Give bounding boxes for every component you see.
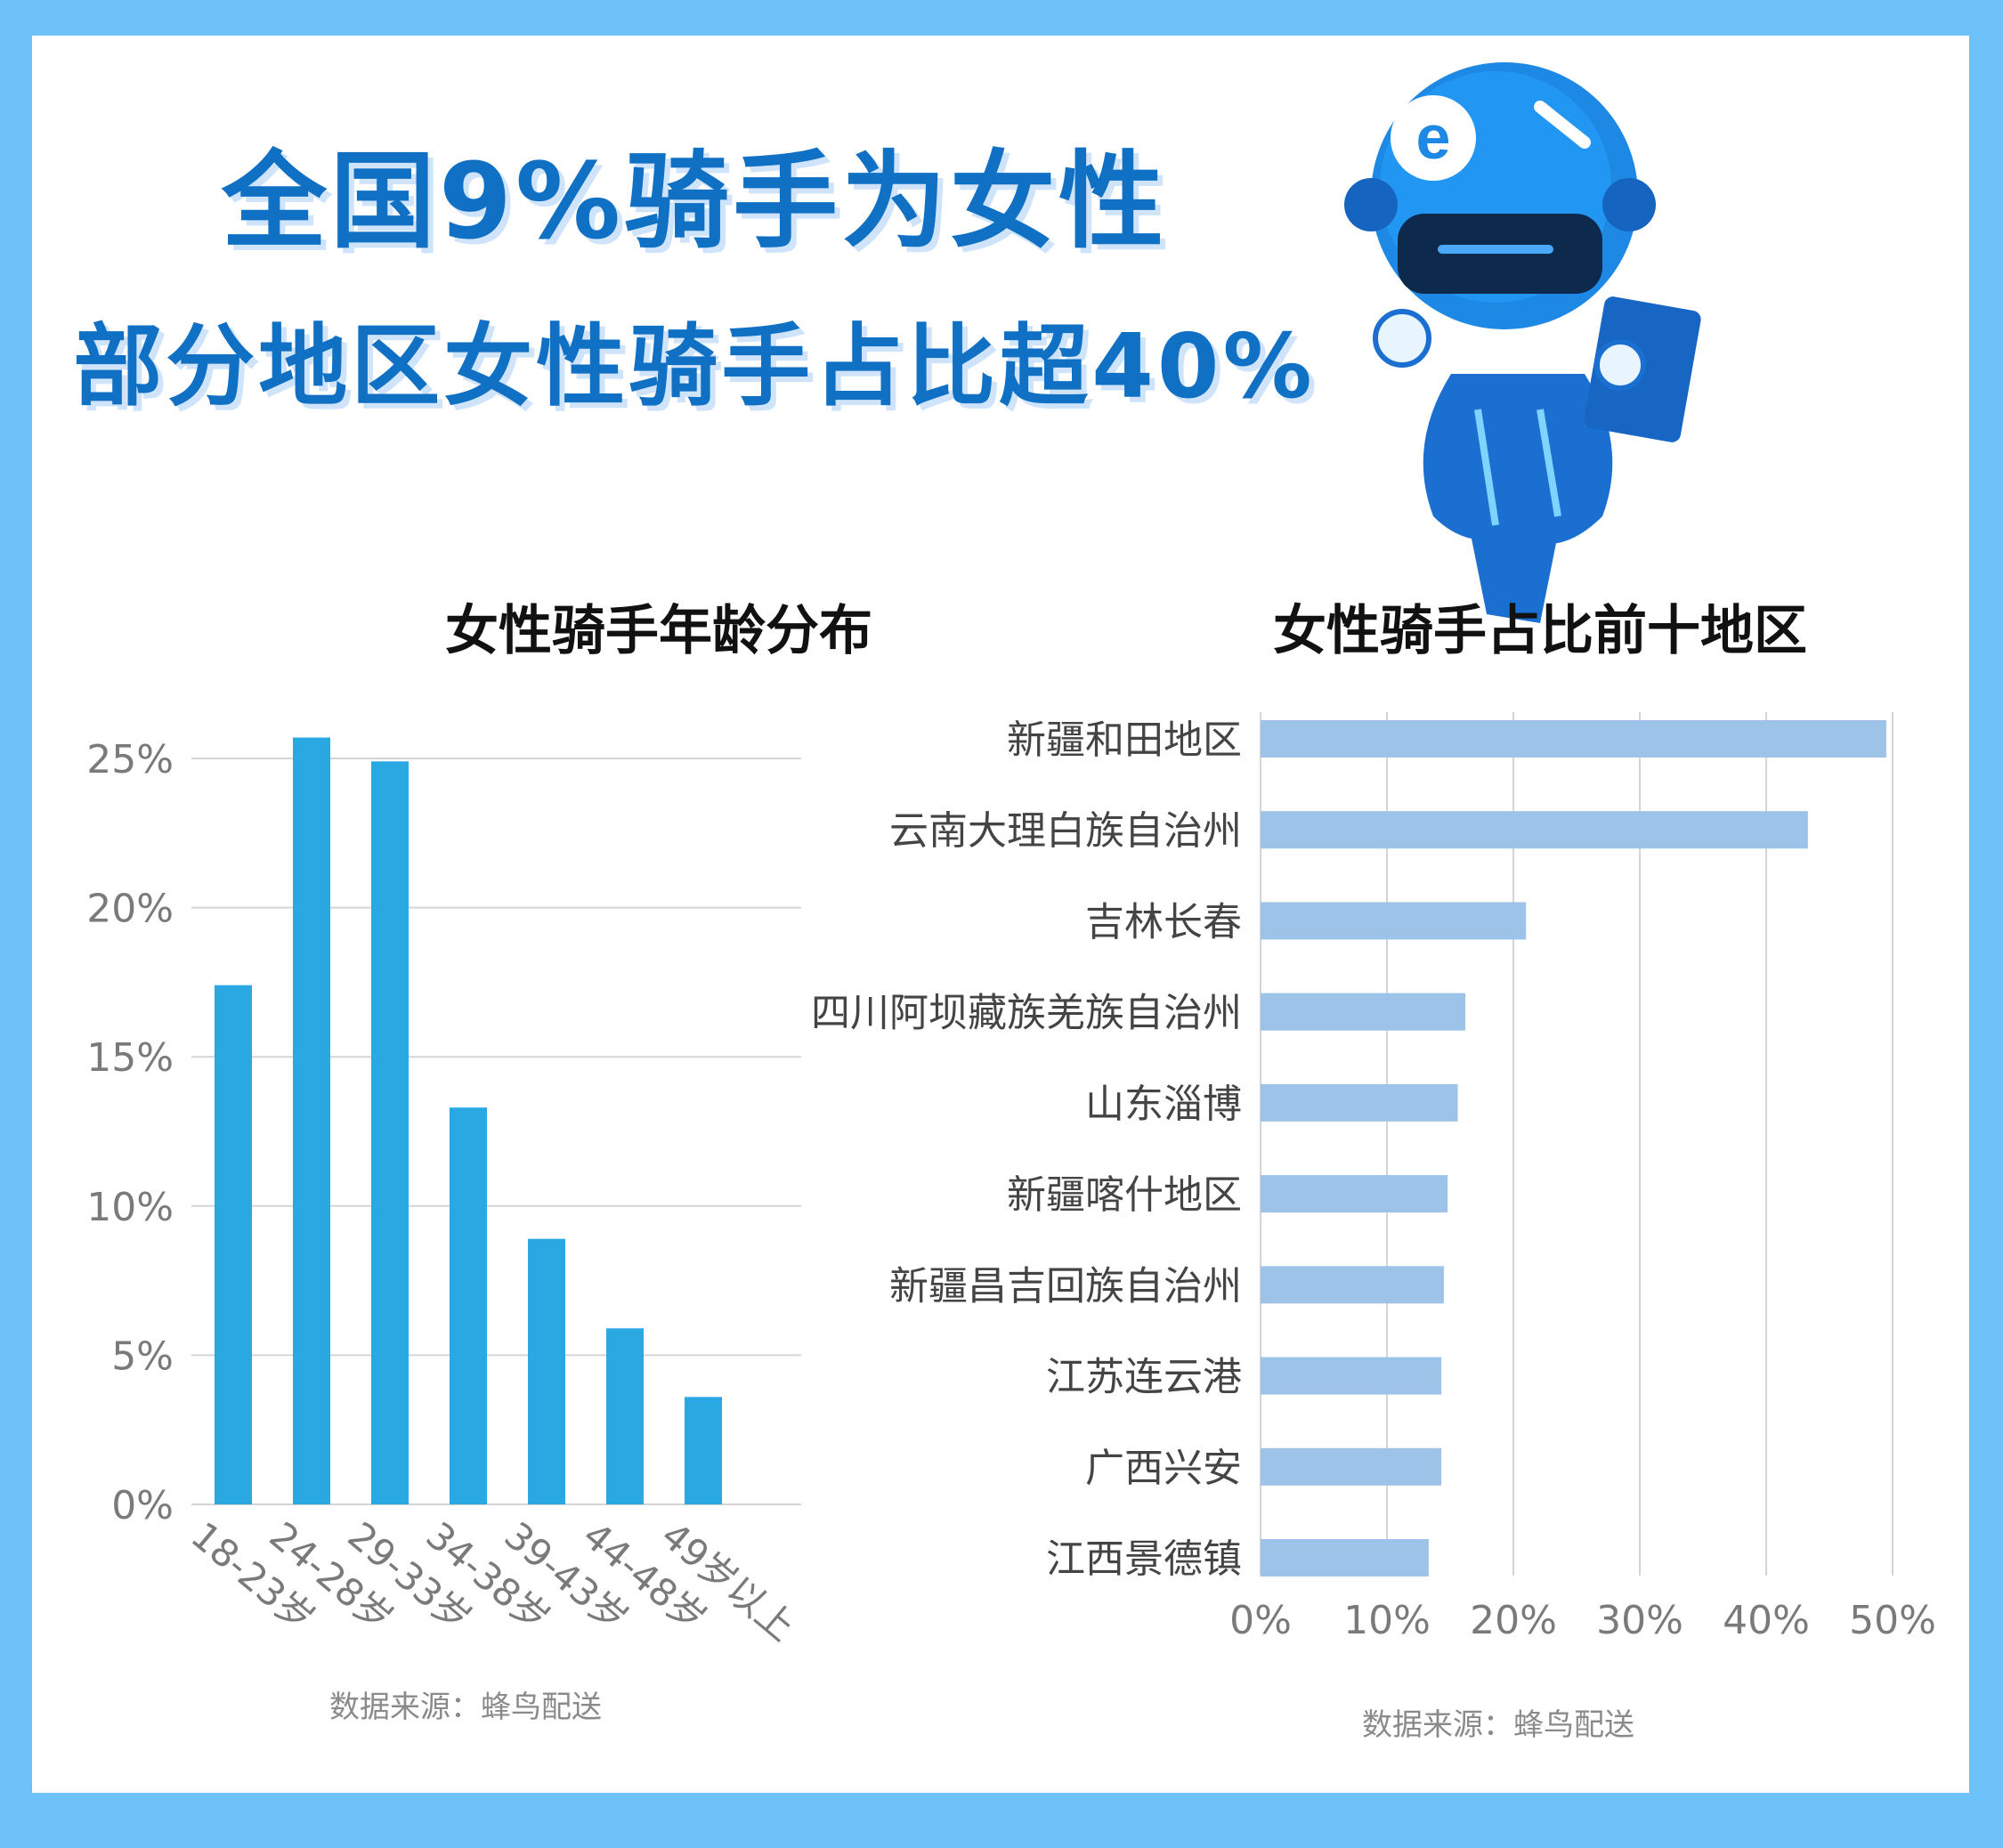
region-bar	[1261, 811, 1808, 849]
region-bar	[1261, 1447, 1442, 1486]
page-title: 全国9%骑手为女性	[221, 140, 1168, 263]
page-subtitle: 部分地区女性骑手占比超40%	[73, 314, 1316, 418]
y-tick-label: 0%	[111, 1483, 174, 1528]
region-bar	[1261, 720, 1886, 758]
x-tick-label: 40%	[1723, 1598, 1810, 1643]
age-bar	[371, 761, 409, 1504]
x-tick-label: 20%	[1470, 1598, 1557, 1643]
region-label: 山东淄博	[1085, 1082, 1242, 1127]
y-tick-label: 25%	[86, 737, 174, 782]
age-bar	[215, 985, 252, 1504]
region-bar	[1261, 1539, 1429, 1576]
age-chart-title: 女性骑手年龄分布	[445, 600, 872, 662]
region-bar	[1261, 1266, 1444, 1304]
age-bar	[528, 1238, 565, 1504]
region-label: 江苏连云港	[1046, 1355, 1242, 1400]
x-tick-label: 50%	[1849, 1598, 1936, 1643]
age-bar	[685, 1397, 722, 1504]
age-chart-source: 数据来源：蜂鸟配送	[329, 1690, 602, 1725]
region-bar	[1261, 902, 1527, 940]
region-label: 江西景德镇	[1046, 1536, 1242, 1582]
x-tick-label: 10%	[1343, 1598, 1431, 1643]
region-chart-source: 数据来源：蜂鸟配送	[1362, 1707, 1634, 1743]
region-label: 吉林长春	[1085, 899, 1242, 944]
region-bar	[1261, 993, 1466, 1031]
y-tick-label: 20%	[86, 887, 174, 932]
region-label: 四川阿坝藏族羌族自治州	[811, 991, 1242, 1036]
region-label: 新疆喀什地区	[1007, 1172, 1242, 1218]
region-label: 广西兴安	[1085, 1446, 1242, 1491]
x-tick-label: 30%	[1596, 1598, 1683, 1643]
region-chart-title: 女性骑手占比前十地区	[1273, 600, 1807, 662]
region-label: 新疆昌吉回族自治州	[889, 1263, 1242, 1309]
region-bar	[1261, 1175, 1448, 1213]
region-bar	[1261, 1357, 1442, 1395]
y-tick-label: 5%	[111, 1333, 174, 1379]
x-tick-label: 0%	[1229, 1598, 1292, 1643]
age-bar	[606, 1328, 644, 1504]
region-bar	[1261, 1083, 1458, 1122]
age-bar	[450, 1107, 487, 1504]
y-tick-label: 10%	[86, 1185, 174, 1230]
region-label: 云南大理白族自治州	[889, 808, 1242, 854]
region-label: 新疆和田地区	[1007, 717, 1242, 763]
y-tick-label: 15%	[86, 1035, 174, 1081]
age-bar	[293, 737, 330, 1504]
